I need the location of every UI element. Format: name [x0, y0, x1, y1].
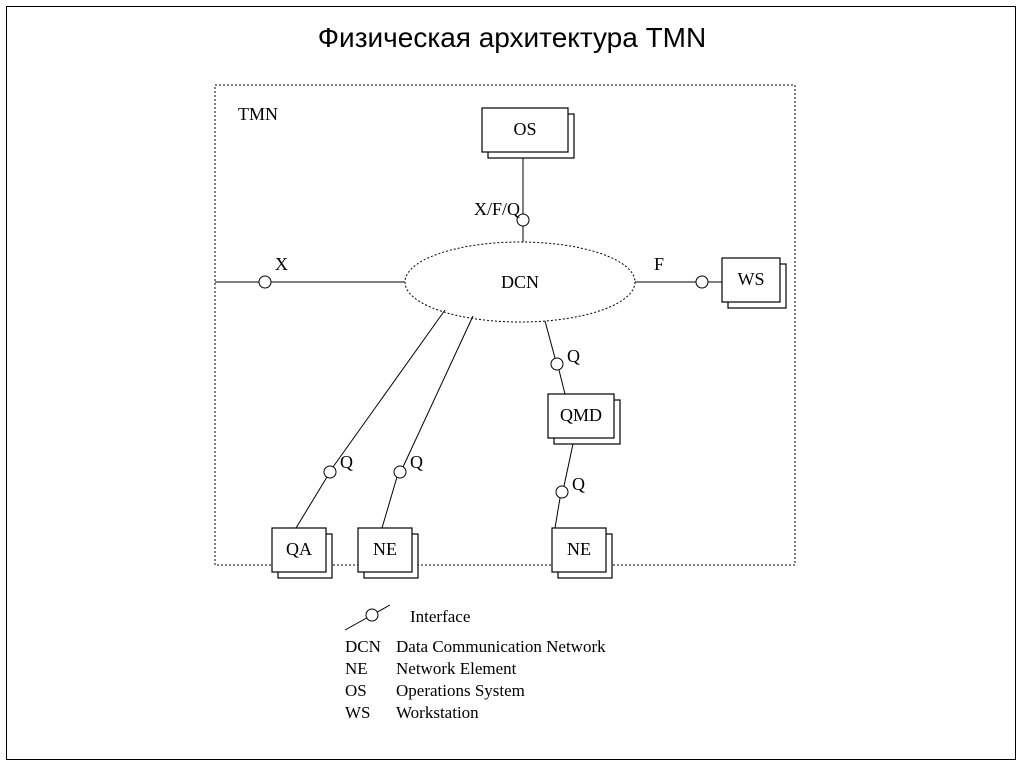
diagram-container: TMN DCN X X/F/Q F Q Q Q Q	[0, 0, 1024, 768]
edge-dcn-to-ne1-b	[382, 477, 397, 528]
interface-q-qa-label: Q	[340, 452, 353, 472]
interface-q-qmd-icon	[551, 358, 563, 370]
legend-abbr-3: WS	[345, 703, 371, 722]
edge-dcn-to-qa-b	[296, 477, 327, 528]
edge-dcn-to-qmd-b	[559, 370, 565, 394]
edge-dcn-to-qmd-a	[545, 321, 555, 358]
legend: Interface DCN Data Communication Network…	[345, 605, 606, 722]
interface-q-qmd-label: Q	[567, 346, 580, 366]
interface-q-ne2-label: Q	[572, 474, 585, 494]
legend-interface-icon	[366, 609, 378, 621]
tmn-diagram-svg: TMN DCN X X/F/Q F Q Q Q Q	[0, 0, 1024, 768]
legend-desc-0: Data Communication Network	[396, 637, 606, 656]
node-ne2-label: NE	[567, 539, 591, 559]
legend-interface-label: Interface	[410, 607, 470, 626]
interface-q-ne1-icon	[394, 466, 406, 478]
tmn-boundary-label: TMN	[238, 104, 278, 124]
node-ws: WS	[722, 258, 786, 308]
interface-f-label: F	[654, 254, 664, 274]
node-qa-label: QA	[286, 539, 312, 559]
node-os: OS	[482, 108, 574, 158]
node-ne1: NE	[358, 528, 418, 578]
legend-abbr-2: OS	[345, 681, 367, 700]
legend-desc-2: Operations System	[396, 681, 525, 700]
node-qmd-label: QMD	[560, 405, 602, 425]
edge-qmd-to-ne2-b	[555, 498, 560, 528]
dcn-label: DCN	[501, 272, 539, 292]
node-ne2: NE	[552, 528, 612, 578]
legend-abbr-0: DCN	[345, 637, 381, 656]
node-ws-label: WS	[738, 269, 765, 289]
interface-x-label: X	[275, 254, 288, 274]
legend-desc-3: Workstation	[396, 703, 479, 722]
legend-abbr-1: NE	[345, 659, 368, 678]
interface-xfq-label: X/F/Q	[474, 199, 520, 219]
edge-dcn-to-ne1-a	[403, 316, 473, 467]
node-os-label: OS	[513, 119, 536, 139]
edges-group	[215, 158, 722, 528]
node-ne1-label: NE	[373, 539, 397, 559]
legend-desc-1: Network Element	[396, 659, 517, 678]
interface-f-icon	[696, 276, 708, 288]
node-qa: QA	[272, 528, 332, 578]
interface-q-ne1-label: Q	[410, 452, 423, 472]
interface-q-ne2-icon	[556, 486, 568, 498]
node-qmd: QMD	[548, 394, 620, 444]
edge-dcn-to-qa-a	[333, 310, 445, 467]
interface-x-icon	[259, 276, 271, 288]
interface-q-qa-icon	[324, 466, 336, 478]
